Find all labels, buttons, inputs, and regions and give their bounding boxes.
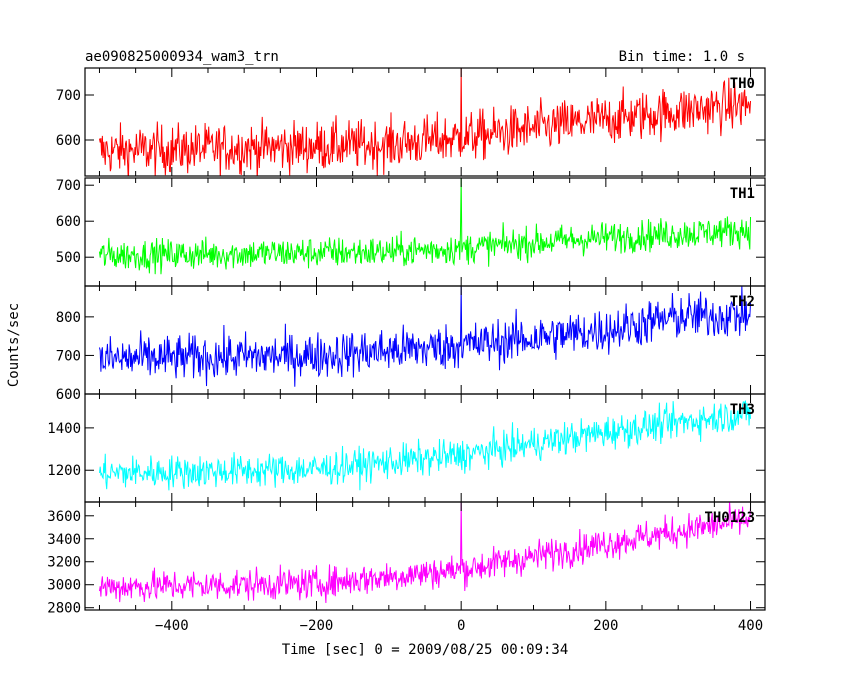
bin-time-label: Bin time: 1.0 s — [619, 49, 745, 65]
x-tick-label: 200 — [593, 618, 618, 634]
panel-label-th3: TH3 — [730, 402, 755, 418]
panel-frame-th3 — [84, 393, 766, 503]
series-line-th2 — [98, 286, 752, 387]
y-tick-label: 3600 — [47, 509, 81, 525]
series-line-th1 — [98, 178, 752, 275]
y-tick-label: 2800 — [47, 601, 81, 617]
panel-frame-th0123 — [84, 501, 766, 611]
y-tick-label: 3000 — [47, 578, 81, 594]
panel-label-th0123: TH0123 — [704, 510, 755, 526]
panel-label-th0: TH0 — [730, 76, 755, 92]
panel-label-th2: TH2 — [730, 294, 755, 310]
panels-group: 600 700 TH0 500 600 700 TH1 600 700 800 TH2 1200 140… — [47, 67, 766, 634]
y-tick-label: 800 — [56, 310, 81, 326]
x-tick-label: 400 — [738, 618, 763, 634]
series-line-th0123 — [98, 502, 752, 604]
y-tick-label: 500 — [56, 250, 81, 266]
y-tick-label: 3400 — [47, 532, 81, 548]
panel-frame-th2 — [84, 285, 766, 395]
x-tick-label: −200 — [300, 618, 334, 634]
y-tick-label: 700 — [56, 88, 81, 104]
y-tick-label: 600 — [56, 133, 81, 149]
series-line-th3 — [98, 400, 752, 491]
y-tick-label: 700 — [56, 178, 81, 194]
x-axis-label: Time [sec] 0 = 2009/08/25 00:09:34 — [282, 642, 569, 658]
x-tick-label: 0 — [457, 618, 465, 634]
y-tick-label: 1200 — [47, 463, 81, 479]
y-tick-label: 700 — [56, 348, 81, 364]
y-axis-label: Counts/sec — [6, 303, 22, 387]
x-tick-label: −400 — [155, 618, 189, 634]
panel-frame-th1 — [84, 177, 766, 287]
y-tick-label: 1400 — [47, 421, 81, 437]
y-tick-label: 3200 — [47, 555, 81, 571]
chart-title: ae090825000934_wam3_trn — [85, 49, 279, 65]
y-tick-label: 600 — [56, 387, 81, 403]
y-tick-label: 600 — [56, 214, 81, 230]
panel-label-th1: TH1 — [730, 186, 755, 202]
series-line-th0 — [98, 68, 752, 176]
